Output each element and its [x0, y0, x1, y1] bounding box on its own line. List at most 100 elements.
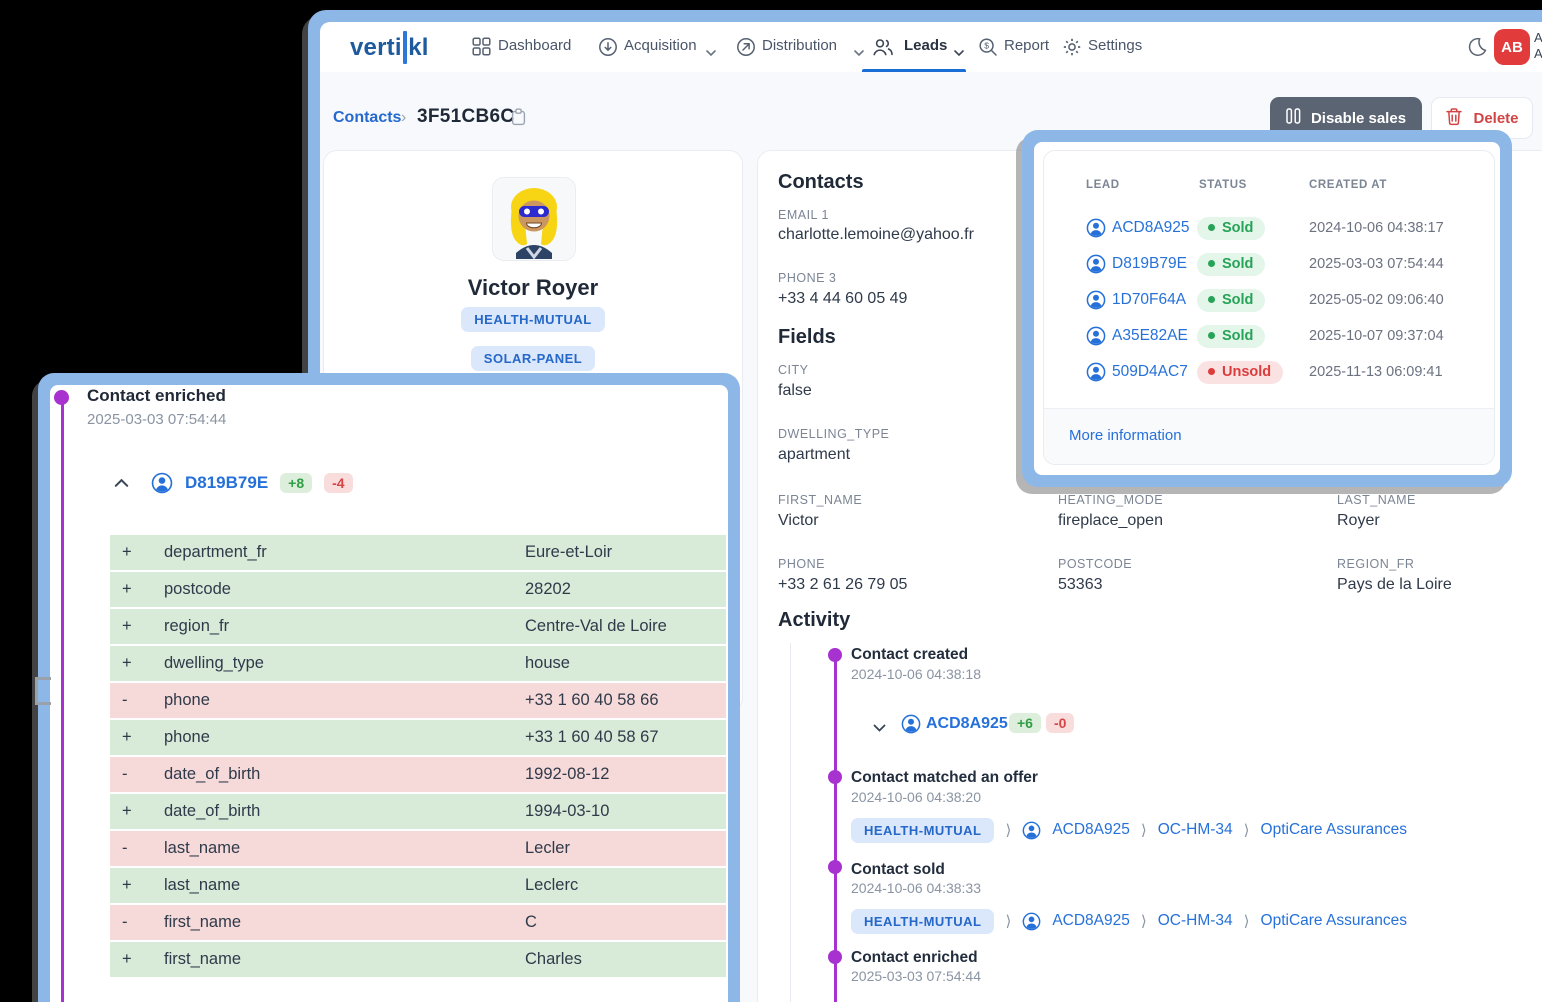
lead-person-icon — [1086, 326, 1106, 351]
added-count-badge: +6 — [1009, 713, 1041, 733]
diff-value: 1994-03-10 — [525, 802, 610, 820]
field-label: HEATING_MODE — [1058, 493, 1164, 507]
diff-op: + — [122, 543, 132, 561]
diff-op: + — [122, 654, 132, 672]
trash-icon — [1445, 107, 1463, 130]
delete-label: Delete — [1473, 109, 1519, 127]
vertical-badge-health-mutual: HEALTH-MUTUAL — [461, 307, 605, 332]
nav-item-leads[interactable]: Leads — [904, 37, 948, 54]
field-value-last-name: Royer — [1337, 512, 1380, 529]
diff-key: date_of_birth — [164, 802, 261, 820]
column-header-lead: LEAD — [1086, 179, 1120, 191]
diff-op: - — [122, 839, 128, 857]
user-avatar[interactable]: AB — [1494, 29, 1530, 65]
field-value-heating-mode: fireplace_open — [1058, 512, 1163, 529]
diff-key: region_fr — [164, 617, 230, 635]
event-timestamp: 2024-10-06 04:38:33 — [851, 880, 981, 896]
diff-value: Centre-Val de Loire — [525, 617, 667, 635]
lead-person-icon — [151, 472, 173, 494]
timeline-dot — [828, 770, 842, 784]
timeline-track — [790, 643, 791, 1002]
copy-icon[interactable] — [510, 108, 527, 131]
logo[interactable]: verti kl — [350, 31, 429, 64]
diff-value: C — [525, 913, 537, 931]
masked-person-emoji — [494, 179, 574, 259]
nav-item-distribution[interactable]: Distribution — [762, 37, 838, 54]
offer-link[interactable]: OC-HM-34 — [1157, 912, 1233, 929]
diff-op: - — [122, 765, 128, 783]
lead-link[interactable]: ACD8A925 — [1052, 821, 1130, 838]
diff-op: + — [122, 617, 132, 635]
nav-item-report[interactable]: Report — [1004, 37, 1050, 54]
timeline-dot — [828, 860, 842, 874]
provider-link[interactable]: OptiCare Assurances — [1260, 912, 1407, 929]
field-value-phone2: +33 2 61 26 79 05 — [778, 576, 908, 593]
offer-path-row: HEALTH-MUTUAL ⟩ ACD8A925 ⟩ OC-HM-34 ⟩ Op… — [851, 817, 1407, 843]
provider-link[interactable]: OptiCare Assurances — [1260, 821, 1407, 838]
status-badge: Sold — [1197, 324, 1266, 348]
lead-person-icon — [1022, 912, 1041, 931]
lead-link[interactable]: 509D4AC7 — [1112, 363, 1188, 380]
clipped-account-text: A A — [1534, 30, 1542, 61]
diff-row: + first_name Charles — [110, 942, 726, 977]
column-header-status: STATUS — [1199, 179, 1247, 191]
breadcrumb-contacts-link[interactable]: Contacts — [333, 109, 402, 126]
event-timestamp: 2024-10-06 04:38:20 — [851, 789, 981, 805]
breadcrumb-contact-id: 3F51CB6C — [417, 106, 515, 127]
diff-row: + date_of_birth 1994-03-10 — [110, 794, 726, 829]
contact-name: Victor Royer — [467, 275, 599, 300]
path-separator: ⟩ — [1005, 913, 1012, 930]
nav-item-acquisition[interactable]: Acquisition — [624, 37, 697, 54]
diff-row: - date_of_birth 1992-08-12 — [110, 757, 726, 792]
contact-enriched-popup: Contact enriched 2025-03-03 07:54:44 D81… — [38, 373, 740, 1002]
fields-section-title: Fields — [778, 326, 836, 348]
lead-person-icon — [901, 714, 921, 734]
offer-link[interactable]: OC-HM-34 — [1157, 821, 1233, 838]
lead-link[interactable]: D819B79E — [1112, 255, 1187, 272]
field-label: EMAIL 1 — [778, 208, 829, 222]
status-badge: Unsold — [1197, 360, 1284, 384]
acquisition-icon — [598, 37, 618, 62]
nav-item-dashboard[interactable]: Dashboard — [498, 37, 572, 54]
timeline-dot — [828, 648, 842, 662]
event-timestamp: 2024-10-06 04:38:18 — [851, 666, 981, 682]
diff-key: dwelling_type — [164, 654, 264, 672]
status-badge: Sold — [1197, 216, 1266, 240]
timeline-dot — [828, 950, 842, 964]
lead-link[interactable]: ACD8A925 — [1052, 912, 1130, 929]
field-label: FIRST_NAME — [778, 493, 863, 507]
chevron-down-icon — [954, 44, 964, 62]
diff-key: first_name — [164, 950, 242, 968]
timeline-line — [834, 648, 837, 1002]
diff-key: postcode — [164, 580, 231, 598]
lead-link[interactable]: D819B79E — [185, 473, 269, 492]
lead-link[interactable]: 1D70F64A — [1112, 291, 1187, 308]
lead-person-icon — [1086, 290, 1106, 315]
expand-chevron-down-icon[interactable] — [873, 720, 886, 738]
more-information-link[interactable]: More information — [1069, 427, 1182, 444]
lead-person-icon — [1086, 218, 1106, 243]
enriched-lead-row: D819B79E +8 -4 — [114, 469, 353, 497]
lead-link[interactable]: ACD8A925 — [926, 715, 1008, 732]
nav-item-settings[interactable]: Settings — [1088, 37, 1143, 54]
diff-value: Eure-et-Loir — [525, 543, 613, 561]
lead-person-icon — [1022, 821, 1041, 840]
table-row: 1D70F64A Sold 2025-05-02 09:06:40 — [1044, 288, 1494, 312]
event-title: Contact enriched — [851, 949, 978, 966]
status-badge: Sold — [1197, 252, 1266, 276]
diff-row: - first_name C — [110, 905, 726, 940]
lead-link[interactable]: A35E82AE — [1112, 327, 1188, 344]
logo-text-2: kl — [408, 33, 429, 61]
created-at: 2025-10-07 09:37:04 — [1309, 328, 1444, 344]
table-row: D819B79E Sold 2025-03-03 07:54:44 — [1044, 252, 1494, 276]
dark-mode-moon-icon[interactable] — [1466, 36, 1488, 63]
removed-count-badge: -4 — [324, 473, 353, 493]
collapse-chevron-up-icon[interactable] — [114, 478, 129, 488]
diff-op: + — [122, 580, 132, 598]
status-badge: Sold — [1197, 288, 1266, 312]
lead-link[interactable]: ACD8A925 — [1112, 219, 1190, 236]
contact-avatar — [492, 177, 576, 261]
lead-person-icon — [1086, 362, 1106, 387]
field-label: LAST_NAME — [1337, 493, 1416, 507]
activity-section-title: Activity — [778, 609, 851, 631]
